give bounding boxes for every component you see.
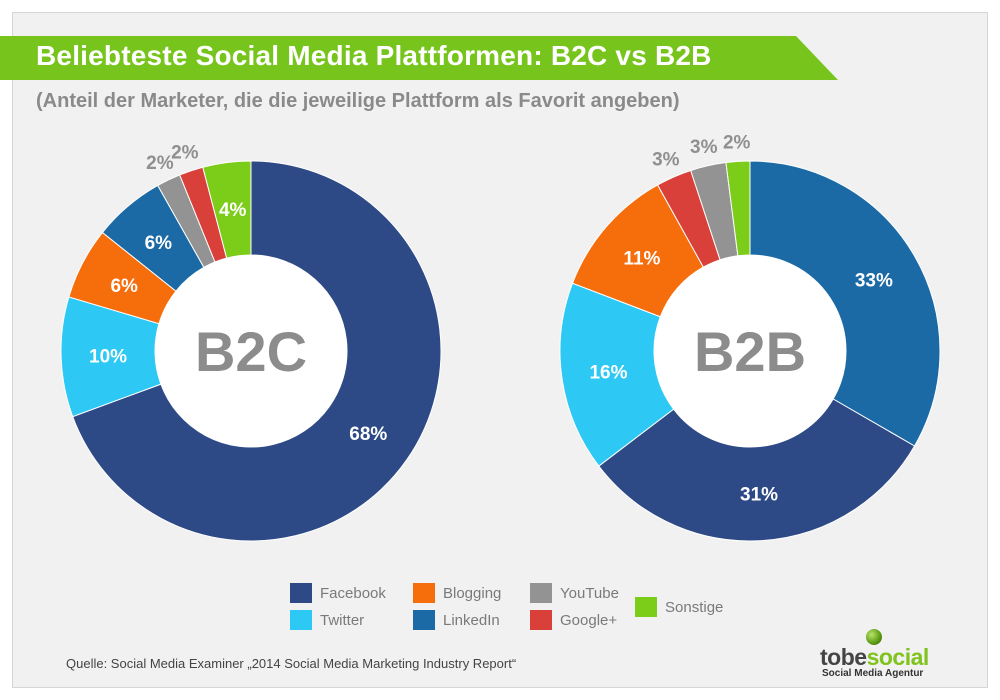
tobesocial-logo: tobesocial Social Media Agentur [812,628,942,680]
logo-part-2: social [866,644,930,670]
legend-label-blogging: Blogging [443,584,502,602]
legend-swatch-sonstige [635,597,657,617]
legend-swatch-blogging [413,583,435,603]
legend-swatch-googleplus [530,610,552,630]
value-label-b2c-linkedin: 6% [145,233,173,254]
chart-subtitle: (Anteil der Marketer, die die jeweilige … [36,90,680,112]
legend-label-youtube: YouTube [560,584,619,602]
legend-label-googleplus: Google+ [560,611,618,629]
value-label-b2b-blogging: 11% [623,248,660,269]
legend-swatch-facebook [290,583,312,603]
center-label-b2c: B2C [195,320,307,383]
donut-hole-b2c [155,255,347,447]
value-label-b2b-facebook: 31% [740,485,778,506]
value-label-b2b-youtube: 3% [690,137,718,158]
legend-item-youtube: YouTube [530,583,619,603]
legend-item-googleplus: Google+ [530,610,617,630]
legend-item-sonstige: Sonstige [635,597,723,617]
title-banner-shape [0,36,838,80]
center-label-b2b: B2B [694,320,806,383]
source-note: Quelle: Social Media Examiner „2014 Soci… [66,656,517,671]
legend-item-linkedin: LinkedIn [413,610,500,630]
logo-part-1: tobe [820,644,867,670]
legend-item-facebook: Facebook [290,583,386,603]
donut-b2b: 33%31%16%11%3%3% 2%B2B [559,132,941,542]
chart-title: Beliebteste Social Media Plattformen: B2… [36,40,712,71]
legend-item-twitter: Twitter [290,610,364,630]
legend-label-facebook: Facebook [320,584,386,602]
legend-item-blogging: Blogging [413,583,501,603]
legend-swatch-youtube [530,583,552,603]
donut-hole-b2b [654,255,846,447]
value-label-b2c-googleplus: 2% [171,143,199,164]
legend-label-twitter: Twitter [320,611,365,629]
value-label-b2c-blogging: 6% [110,276,138,297]
title-banner [0,36,840,80]
donut-b2c: 68% 10% 6% 6% 2%2% 4% B2C [60,143,442,542]
value-label-b2c-twitter: 10% [89,347,127,368]
value-label-b2c-youtube: 2% [146,153,174,174]
legend-label-sonstige: Sonstige [665,598,724,616]
logo-tagline: Social Media Agentur [822,668,924,679]
logo-wordmark: tobesocial [820,644,929,671]
value-label-b2b-twitter: 16% [589,362,627,383]
value-label-b2b-googleplus: 3% [652,150,680,171]
value-label-b2b-linkedin: 33% [855,271,893,292]
logo-ball-icon [866,629,882,645]
legend-swatch-twitter [290,610,312,630]
legend-swatch-linkedin [413,610,435,630]
value-label-b2c-sonstige: 4% [219,200,247,221]
value-label-b2b-sonstige: 2% [723,132,751,153]
value-label-b2c-facebook: 68% [349,424,387,445]
legend: Facebook Twitter Blogging LinkedIn YouTu… [290,583,723,643]
legend-label-linkedin: LinkedIn [443,611,500,629]
